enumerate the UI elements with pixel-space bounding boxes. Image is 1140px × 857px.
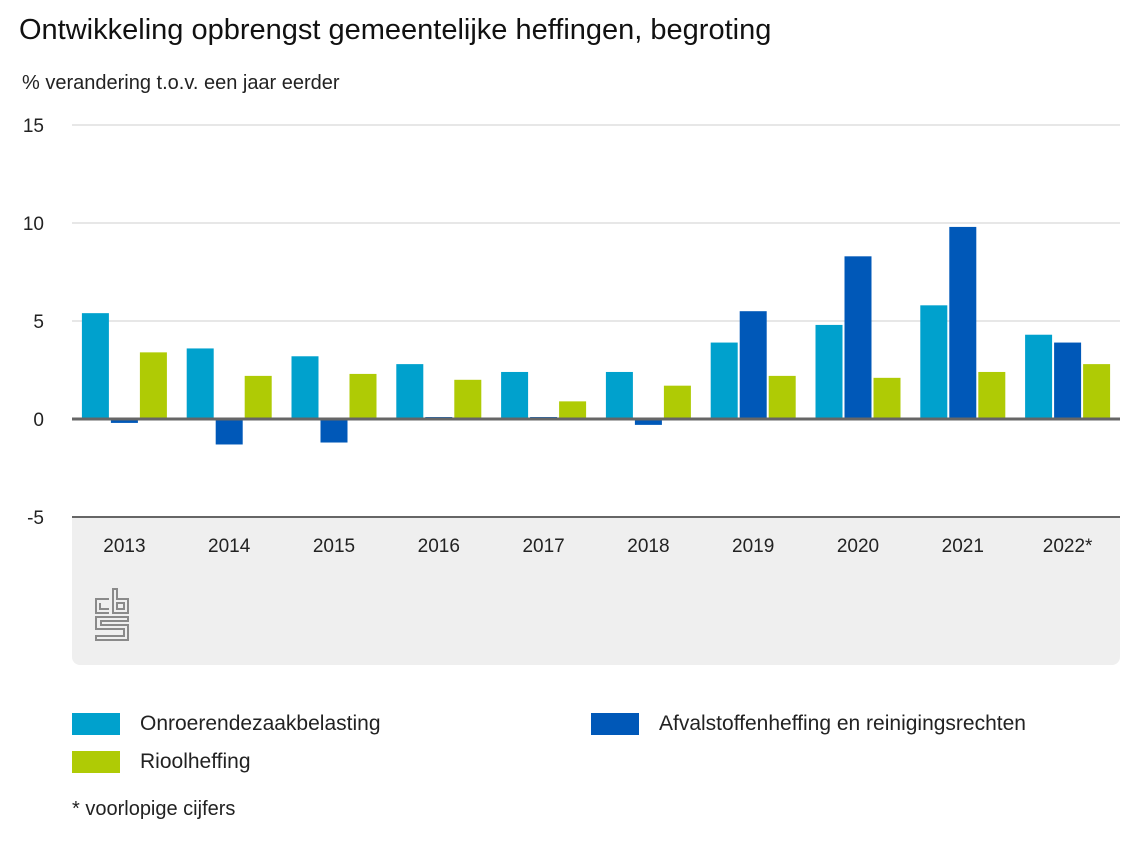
x-tick-label: 2016: [418, 536, 460, 557]
y-tick-label: 15: [23, 116, 44, 137]
legend-label: Afvalstoffenheffing en reinigingsrechten: [659, 712, 1026, 735]
bar-chart: -5 0 5 10 15 2013 2014 2015 2016 2017 2018 2019 202…: [23, 116, 1120, 665]
bar-onroerendezaakbelasting-2013: [81, 313, 109, 419]
x-tick-label: 2014: [208, 536, 251, 557]
bar-afvalstoffenheffing-2018: [634, 419, 662, 425]
cbs-logo: [95, 588, 129, 641]
bar-afvalstoffenheffing-2014: [215, 419, 243, 445]
bar-onroerendezaakbelasting-2021: [920, 305, 948, 419]
cbs-logo-s: [95, 616, 129, 641]
x-tick-label: 2017: [522, 536, 564, 557]
cbs-logo-b: [112, 588, 129, 614]
bar-rioolheffing-2020: [873, 377, 901, 419]
bar-rioolheffing-2016: [454, 379, 482, 419]
legend-item-afvalstoffenheffing[interactable]: Afvalstoffenheffing en reinigingsrechten: [591, 712, 1026, 736]
bar-afvalstoffenheffing-2020: [844, 256, 872, 419]
bar-onroerendezaakbelasting-2017: [501, 371, 529, 419]
bar-onroerendezaakbelasting-2020: [815, 324, 843, 419]
x-tick-label: 2019: [732, 536, 774, 557]
bar-afvalstoffenheffing-2013: [110, 419, 138, 423]
cbs-logo-c: [95, 598, 109, 614]
legend-swatch: [72, 713, 120, 735]
y-tick-label: 10: [23, 214, 44, 235]
bar-onroerendezaakbelasting-2018: [605, 371, 633, 419]
bar-afvalstoffenheffing-2022: [1054, 342, 1082, 419]
y-tick-label: 0: [33, 410, 44, 431]
legend-item-onroerendezaakbelasting[interactable]: Onroerendezaakbelasting: [72, 712, 381, 736]
bar-rioolheffing-2022: [1083, 364, 1111, 419]
legend-swatch: [591, 713, 639, 735]
legend-label: Rioolheffing: [140, 750, 251, 773]
chart-subtitle: % verandering t.o.v. een jaar eerder: [22, 72, 340, 94]
y-tick-label: 5: [33, 312, 44, 333]
legend-label: Onroerendezaakbelasting: [140, 712, 381, 735]
legend-item-rioolheffing[interactable]: Rioolheffing: [72, 750, 251, 774]
bar-onroerendezaakbelasting-2014: [186, 348, 214, 419]
footnote: * voorlopige cijfers: [72, 798, 236, 820]
x-axis-panel: [72, 517, 1120, 665]
bar-rioolheffing-2017: [559, 401, 587, 419]
bar-onroerendezaakbelasting-2022: [1025, 334, 1053, 419]
chart-title: Ontwikkeling opbrengst gemeentelijke hef…: [19, 14, 772, 46]
x-tick-label: 2020: [837, 536, 879, 557]
bar-onroerendezaakbelasting-2015: [291, 356, 319, 419]
legend-swatch: [72, 751, 120, 773]
x-tick-label: 2013: [103, 536, 145, 557]
y-tick-label: -5: [27, 508, 44, 529]
bar-afvalstoffenheffing-2021: [949, 226, 977, 419]
bar-onroerendezaakbelasting-2019: [710, 342, 738, 419]
x-axis-panel-top: [72, 517, 1120, 529]
bar-rioolheffing-2018: [663, 385, 691, 419]
bar-rioolheffing-2015: [349, 373, 377, 419]
bar-rioolheffing-2014: [244, 375, 272, 419]
bar-rioolheffing-2021: [978, 371, 1006, 419]
x-tick-label: 2021: [942, 536, 984, 557]
x-tick-label: 2022*: [1043, 536, 1093, 557]
bar-onroerendezaakbelasting-2016: [396, 364, 424, 419]
x-tick-label: 2018: [627, 536, 669, 557]
x-tick-label: 2015: [313, 536, 355, 557]
bar-rioolheffing-2013: [139, 352, 167, 419]
bar-rioolheffing-2019: [768, 375, 796, 419]
bar-afvalstoffenheffing-2015: [320, 419, 348, 443]
bar-afvalstoffenheffing-2019: [739, 311, 767, 419]
